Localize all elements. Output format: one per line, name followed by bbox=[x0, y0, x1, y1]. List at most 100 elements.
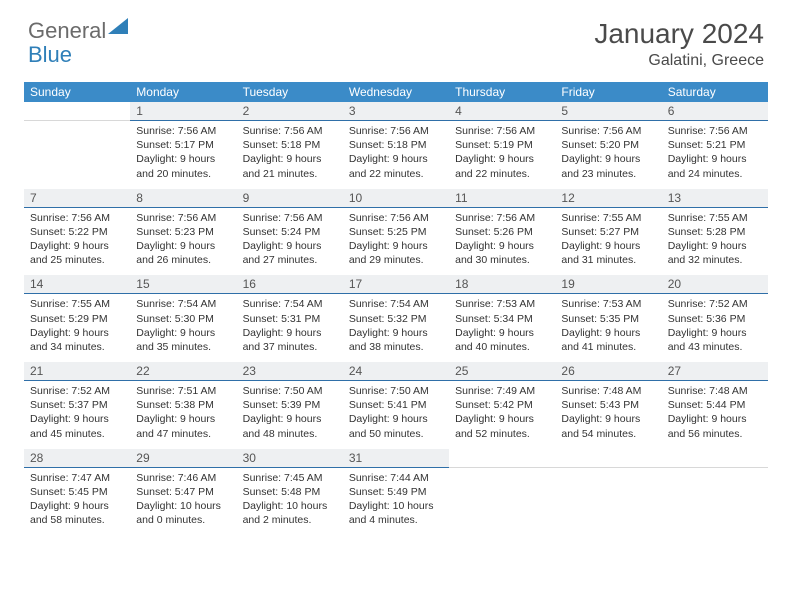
day-number-cell: 13 bbox=[662, 189, 768, 208]
day-header: Sunday bbox=[24, 82, 130, 102]
daylight-text: Daylight: 9 hours and 48 minutes. bbox=[243, 412, 337, 440]
day-content-cell: Sunrise: 7:54 AMSunset: 5:32 PMDaylight:… bbox=[343, 294, 449, 362]
day-number-row: 123456 bbox=[24, 102, 768, 121]
daylight-text: Daylight: 9 hours and 41 minutes. bbox=[561, 326, 655, 354]
sunrise-text: Sunrise: 7:56 AM bbox=[136, 211, 230, 225]
day-number-cell: 31 bbox=[343, 449, 449, 468]
day-number-cell bbox=[24, 102, 130, 121]
daylight-text: Daylight: 9 hours and 50 minutes. bbox=[349, 412, 443, 440]
logo-line2: Blue bbox=[28, 42, 72, 68]
sunset-text: Sunset: 5:47 PM bbox=[136, 485, 230, 499]
day-number-cell bbox=[662, 449, 768, 468]
sunset-text: Sunset: 5:18 PM bbox=[349, 138, 443, 152]
day-content-cell: Sunrise: 7:55 AMSunset: 5:28 PMDaylight:… bbox=[662, 207, 768, 275]
day-number-cell: 25 bbox=[449, 362, 555, 381]
day-number-cell: 15 bbox=[130, 275, 236, 294]
day-content-cell: Sunrise: 7:56 AMSunset: 5:20 PMDaylight:… bbox=[555, 121, 661, 189]
day-number-cell: 7 bbox=[24, 189, 130, 208]
sunrise-text: Sunrise: 7:55 AM bbox=[561, 211, 655, 225]
day-number-cell: 9 bbox=[237, 189, 343, 208]
month-title: January 2024 bbox=[594, 18, 764, 50]
day-number-cell: 10 bbox=[343, 189, 449, 208]
day-content-cell: Sunrise: 7:56 AMSunset: 5:26 PMDaylight:… bbox=[449, 207, 555, 275]
day-header: Saturday bbox=[662, 82, 768, 102]
sunrise-text: Sunrise: 7:50 AM bbox=[349, 384, 443, 398]
daylight-text: Daylight: 9 hours and 56 minutes. bbox=[668, 412, 762, 440]
day-content-cell: Sunrise: 7:51 AMSunset: 5:38 PMDaylight:… bbox=[130, 381, 236, 449]
page-header: General January 2024 Galatini, Greece bbox=[0, 0, 792, 76]
day-header-row: Sunday Monday Tuesday Wednesday Thursday… bbox=[24, 82, 768, 102]
sunset-text: Sunset: 5:25 PM bbox=[349, 225, 443, 239]
day-number-row: 14151617181920 bbox=[24, 275, 768, 294]
sunset-text: Sunset: 5:19 PM bbox=[455, 138, 549, 152]
sunset-text: Sunset: 5:49 PM bbox=[349, 485, 443, 499]
sunrise-text: Sunrise: 7:53 AM bbox=[455, 297, 549, 311]
day-content-cell bbox=[555, 467, 661, 535]
daylight-text: Daylight: 10 hours and 2 minutes. bbox=[243, 499, 337, 527]
daylight-text: Daylight: 9 hours and 30 minutes. bbox=[455, 239, 549, 267]
sunset-text: Sunset: 5:48 PM bbox=[243, 485, 337, 499]
day-header: Tuesday bbox=[237, 82, 343, 102]
day-number-cell: 20 bbox=[662, 275, 768, 294]
sunset-text: Sunset: 5:38 PM bbox=[136, 398, 230, 412]
daylight-text: Daylight: 9 hours and 40 minutes. bbox=[455, 326, 549, 354]
day-content-cell: Sunrise: 7:47 AMSunset: 5:45 PMDaylight:… bbox=[24, 467, 130, 535]
day-content-cell: Sunrise: 7:50 AMSunset: 5:41 PMDaylight:… bbox=[343, 381, 449, 449]
day-number-cell: 27 bbox=[662, 362, 768, 381]
title-block: January 2024 Galatini, Greece bbox=[594, 18, 764, 70]
daylight-text: Daylight: 9 hours and 26 minutes. bbox=[136, 239, 230, 267]
sunrise-text: Sunrise: 7:52 AM bbox=[668, 297, 762, 311]
day-content-cell: Sunrise: 7:50 AMSunset: 5:39 PMDaylight:… bbox=[237, 381, 343, 449]
sunrise-text: Sunrise: 7:56 AM bbox=[30, 211, 124, 225]
day-content-cell: Sunrise: 7:52 AMSunset: 5:37 PMDaylight:… bbox=[24, 381, 130, 449]
day-header: Monday bbox=[130, 82, 236, 102]
daylight-text: Daylight: 9 hours and 37 minutes. bbox=[243, 326, 337, 354]
day-content-cell: Sunrise: 7:48 AMSunset: 5:43 PMDaylight:… bbox=[555, 381, 661, 449]
day-header: Friday bbox=[555, 82, 661, 102]
day-number-cell: 16 bbox=[237, 275, 343, 294]
sunset-text: Sunset: 5:39 PM bbox=[243, 398, 337, 412]
day-number-cell: 8 bbox=[130, 189, 236, 208]
sunset-text: Sunset: 5:30 PM bbox=[136, 312, 230, 326]
sunrise-text: Sunrise: 7:56 AM bbox=[349, 124, 443, 138]
sunrise-text: Sunrise: 7:48 AM bbox=[668, 384, 762, 398]
sunrise-text: Sunrise: 7:45 AM bbox=[243, 471, 337, 485]
sunrise-text: Sunrise: 7:55 AM bbox=[668, 211, 762, 225]
day-content-row: Sunrise: 7:52 AMSunset: 5:37 PMDaylight:… bbox=[24, 381, 768, 449]
day-header: Wednesday bbox=[343, 82, 449, 102]
day-content-cell: Sunrise: 7:56 AMSunset: 5:18 PMDaylight:… bbox=[237, 121, 343, 189]
sunrise-text: Sunrise: 7:56 AM bbox=[243, 211, 337, 225]
day-number-row: 21222324252627 bbox=[24, 362, 768, 381]
day-content-cell: Sunrise: 7:56 AMSunset: 5:19 PMDaylight:… bbox=[449, 121, 555, 189]
daylight-text: Daylight: 9 hours and 34 minutes. bbox=[30, 326, 124, 354]
day-number-cell: 22 bbox=[130, 362, 236, 381]
sunset-text: Sunset: 5:34 PM bbox=[455, 312, 549, 326]
day-number-cell bbox=[555, 449, 661, 468]
daylight-text: Daylight: 9 hours and 43 minutes. bbox=[668, 326, 762, 354]
daylight-text: Daylight: 9 hours and 35 minutes. bbox=[136, 326, 230, 354]
sunset-text: Sunset: 5:42 PM bbox=[455, 398, 549, 412]
day-content-cell: Sunrise: 7:56 AMSunset: 5:24 PMDaylight:… bbox=[237, 207, 343, 275]
day-content-cell: Sunrise: 7:56 AMSunset: 5:22 PMDaylight:… bbox=[24, 207, 130, 275]
day-header: Thursday bbox=[449, 82, 555, 102]
day-content-cell: Sunrise: 7:55 AMSunset: 5:29 PMDaylight:… bbox=[24, 294, 130, 362]
sunrise-text: Sunrise: 7:56 AM bbox=[668, 124, 762, 138]
sunset-text: Sunset: 5:44 PM bbox=[668, 398, 762, 412]
daylight-text: Daylight: 9 hours and 27 minutes. bbox=[243, 239, 337, 267]
day-content-cell: Sunrise: 7:56 AMSunset: 5:21 PMDaylight:… bbox=[662, 121, 768, 189]
day-content-row: Sunrise: 7:47 AMSunset: 5:45 PMDaylight:… bbox=[24, 467, 768, 535]
daylight-text: Daylight: 9 hours and 24 minutes. bbox=[668, 152, 762, 180]
day-content-cell: Sunrise: 7:46 AMSunset: 5:47 PMDaylight:… bbox=[130, 467, 236, 535]
daylight-text: Daylight: 9 hours and 23 minutes. bbox=[561, 152, 655, 180]
daylight-text: Daylight: 10 hours and 0 minutes. bbox=[136, 499, 230, 527]
sunset-text: Sunset: 5:21 PM bbox=[668, 138, 762, 152]
day-content-cell: Sunrise: 7:52 AMSunset: 5:36 PMDaylight:… bbox=[662, 294, 768, 362]
day-content-cell bbox=[449, 467, 555, 535]
sunrise-text: Sunrise: 7:54 AM bbox=[136, 297, 230, 311]
day-content-cell: Sunrise: 7:53 AMSunset: 5:34 PMDaylight:… bbox=[449, 294, 555, 362]
day-number-cell: 29 bbox=[130, 449, 236, 468]
sunset-text: Sunset: 5:29 PM bbox=[30, 312, 124, 326]
sunrise-text: Sunrise: 7:51 AM bbox=[136, 384, 230, 398]
day-number-cell: 12 bbox=[555, 189, 661, 208]
logo-triangle-icon bbox=[108, 18, 128, 34]
